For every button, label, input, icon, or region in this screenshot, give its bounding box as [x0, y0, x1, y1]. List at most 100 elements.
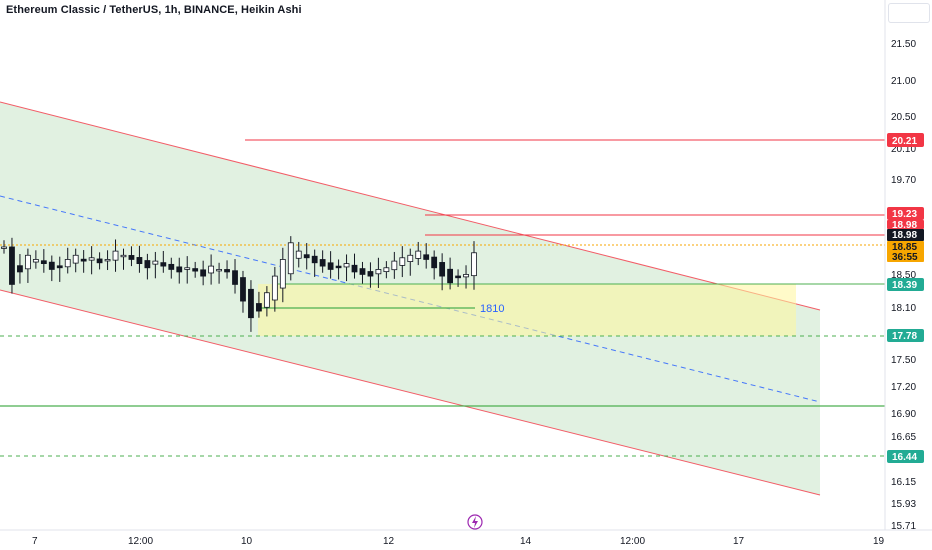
x-tick: 17	[733, 536, 745, 547]
candle-body	[192, 268, 199, 272]
candle-body	[271, 275, 278, 301]
chart-title: Ethereum Classic / TetherUS, 1h, BINANCE…	[6, 4, 302, 16]
candle-body	[303, 254, 310, 259]
candle-body	[423, 254, 430, 260]
candle-body	[447, 268, 454, 284]
candle-body	[88, 257, 95, 261]
candle-body	[287, 242, 294, 275]
candle-body	[200, 269, 207, 277]
channel-upper-line	[0, 101, 821, 311]
y-tick: 18.10	[891, 303, 916, 314]
x-tick: 14	[520, 536, 532, 547]
candle-body	[9, 246, 15, 285]
price-tag-bg	[887, 278, 924, 291]
chart-settings-button[interactable]	[888, 3, 930, 23]
annotation-1810: 1810	[480, 303, 504, 315]
price-tag-label: 17.78	[892, 331, 917, 342]
candle-body	[112, 250, 119, 261]
candle-body	[327, 262, 334, 270]
price-tag-bg	[887, 133, 924, 147]
candle-body	[152, 260, 159, 265]
candle-body	[375, 269, 382, 275]
countdown-label: 36:55	[892, 252, 918, 263]
price-tag-bg	[887, 329, 924, 342]
channel-lower-line	[0, 289, 821, 496]
x-tick: 19	[873, 536, 885, 547]
candle-body	[128, 255, 135, 260]
candle-body	[56, 265, 63, 269]
candle-body	[383, 267, 390, 273]
candle-body	[104, 259, 111, 262]
x-tick: 10	[241, 536, 253, 547]
target-zone-box	[258, 284, 796, 336]
candle-body	[311, 255, 318, 264]
candle-body	[407, 254, 414, 262]
candle-body	[224, 269, 230, 273]
y-tick: 16.15	[891, 477, 916, 488]
lightning-icon[interactable]	[467, 514, 483, 530]
price-tags: 20.21 19.23 18.98 18.98 18.85 36:55 18.3…	[887, 133, 924, 463]
candle-body	[415, 250, 422, 259]
candle-body	[279, 259, 286, 289]
candle-body	[216, 269, 222, 272]
candles-group	[1, 236, 477, 332]
price-tag-label: 18.85	[892, 242, 917, 253]
candle-body	[367, 271, 374, 277]
candle-body	[240, 277, 246, 302]
y-tick: 21.50	[891, 39, 916, 50]
price-tag-label: 18.98	[892, 220, 917, 231]
candle-body	[399, 257, 406, 266]
candle-body	[256, 303, 262, 312]
candle-body	[96, 258, 103, 264]
candle-body	[72, 254, 79, 264]
y-tick: 15.71	[891, 521, 916, 532]
x-tick: 12	[383, 536, 395, 547]
candle-body	[232, 270, 238, 285]
candle-body	[439, 262, 446, 277]
y-tick: 20.50	[891, 112, 916, 123]
x-axis: 7 12:00 10 12 14 12:00 17 19	[32, 536, 885, 547]
candle-body	[431, 256, 438, 269]
x-tick: 7	[32, 536, 38, 547]
candle-body	[184, 267, 191, 270]
candle-body	[17, 265, 23, 273]
y-tick: 16.65	[891, 432, 916, 443]
x-tick: 12:00	[620, 536, 645, 547]
candle-body	[32, 259, 39, 263]
candle-body	[176, 266, 183, 273]
y-tick: 19.70	[891, 175, 916, 186]
x-tick: 12:00	[128, 536, 153, 547]
candle-body	[208, 265, 215, 274]
candle-body	[48, 261, 55, 270]
candle-body	[391, 260, 398, 271]
y-tick: 18.50	[891, 270, 916, 281]
price-tag-label: 18.39	[892, 280, 917, 291]
y-tick: 20.10	[891, 144, 916, 155]
price-tag-bg	[887, 207, 924, 220]
candle-body	[1, 246, 7, 249]
y-tick: 17.50	[891, 355, 916, 366]
candle-body	[295, 250, 302, 259]
candle-body	[80, 258, 87, 262]
candle-body	[463, 274, 469, 278]
price-tag-label: 20.21	[892, 136, 917, 147]
price-tag-label: 18.98	[892, 230, 917, 241]
candle-body	[263, 292, 270, 308]
candle-body	[160, 262, 167, 267]
candle-body	[471, 252, 477, 277]
price-tag-bg	[887, 229, 924, 241]
candle-body	[168, 263, 175, 270]
candle-body	[351, 264, 358, 273]
price-tag-label: 16.44	[892, 452, 917, 463]
price-tag-bg	[887, 241, 924, 262]
candle-body	[40, 260, 47, 265]
y-tick: 17.20	[891, 382, 916, 393]
candle-body	[359, 268, 366, 275]
candle-body	[136, 257, 143, 265]
candle-body	[64, 259, 71, 268]
candle-body	[120, 254, 127, 258]
y-axis: 21.50 21.00 20.50 20.10 19.70 18.50 18.1…	[891, 39, 916, 532]
candle-body	[335, 265, 342, 269]
candle-body	[455, 275, 461, 279]
